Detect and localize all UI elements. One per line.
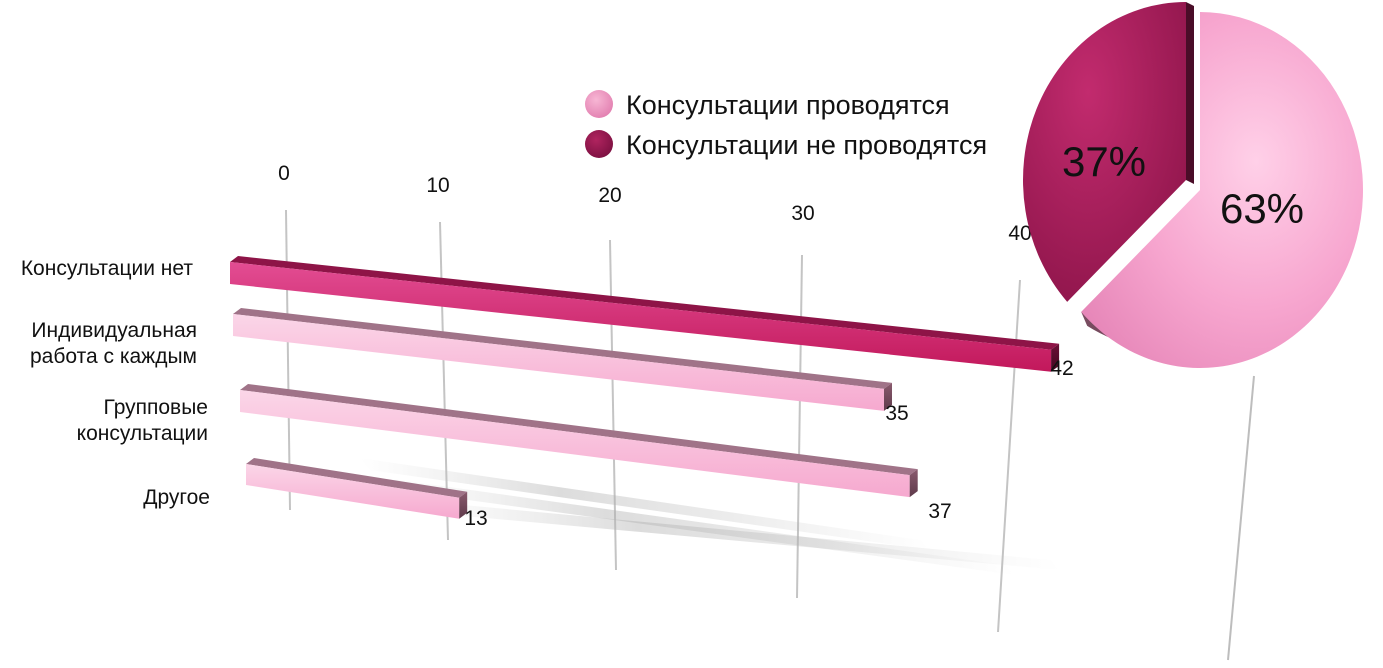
bar-1 bbox=[233, 308, 892, 411]
category-label-2: Групповые консультации bbox=[77, 396, 208, 445]
bar-chart-x-axis-ticks: 0 10 20 30 40 bbox=[278, 162, 1032, 245]
pie-label-consultations-held: 63% bbox=[1220, 185, 1304, 232]
pie-chart: 63% 37% bbox=[1023, 2, 1363, 661]
bar-end-cap bbox=[459, 491, 468, 519]
bar-shadows bbox=[360, 458, 1060, 575]
value-label-2: 37 bbox=[928, 500, 951, 523]
bar-0 bbox=[230, 256, 1060, 372]
x-tick-label-40: 40 bbox=[1008, 222, 1031, 245]
pie-slice-consultations-not-held-edge bbox=[1186, 2, 1194, 184]
bar-front-face bbox=[240, 390, 910, 498]
x-tick-label-20: 20 bbox=[598, 184, 621, 207]
bar-shadow-0 bbox=[360, 458, 930, 550]
gridline-40 bbox=[997, 279, 1021, 633]
bar-chart-bars bbox=[230, 256, 1060, 519]
bar-front-face bbox=[246, 464, 460, 519]
pie-drop-line bbox=[1227, 375, 1255, 661]
bar-chart-category-labels: Консультации нет Индивидуальная работа с к… bbox=[21, 257, 210, 509]
legend-label-consultations-not-held: Консультации не проводятся bbox=[626, 130, 987, 160]
bar-2 bbox=[240, 384, 918, 498]
x-tick-label-0: 0 bbox=[278, 162, 290, 185]
bar-shadow-2 bbox=[410, 500, 1060, 570]
chart-legend: Консультации проводятся Консультации не … bbox=[585, 90, 987, 160]
bar-top-face bbox=[240, 384, 918, 476]
pie-slice-consultations-held bbox=[1081, 12, 1363, 368]
legend-swatch-consultations-held bbox=[585, 90, 613, 118]
value-label-3: 13 bbox=[464, 507, 487, 530]
bar-top-face bbox=[246, 458, 468, 498]
x-tick-label-10: 10 bbox=[426, 174, 449, 197]
pie-label-consultations-not-held: 37% bbox=[1062, 138, 1146, 185]
bar-front-face bbox=[233, 314, 884, 411]
bar-3 bbox=[246, 458, 468, 519]
bar-front-face bbox=[230, 262, 1052, 372]
category-label-1: Индивидуальная работа с каждым bbox=[30, 319, 197, 368]
pie-slice-consultations-not-held bbox=[1023, 2, 1186, 302]
category-label-0: Консультации нет bbox=[21, 257, 194, 280]
category-label-3: Другое bbox=[143, 486, 210, 509]
legend-label-consultations-held: Консультации проводятся bbox=[626, 90, 950, 120]
gridline-0 bbox=[285, 209, 291, 511]
legend-swatch-consultations-not-held bbox=[585, 130, 613, 158]
bar-top-face bbox=[233, 308, 892, 389]
value-label-1: 35 bbox=[885, 402, 908, 425]
value-label-0: 42 bbox=[1050, 357, 1073, 380]
x-tick-label-30: 30 bbox=[791, 202, 814, 225]
bar-chart-value-labels: 42 35 37 13 bbox=[464, 357, 1073, 530]
bar-end-cap bbox=[909, 469, 918, 498]
bar-end-cap bbox=[884, 382, 892, 411]
bar-top-face bbox=[230, 256, 1060, 350]
bar-end-cap bbox=[1051, 343, 1060, 372]
